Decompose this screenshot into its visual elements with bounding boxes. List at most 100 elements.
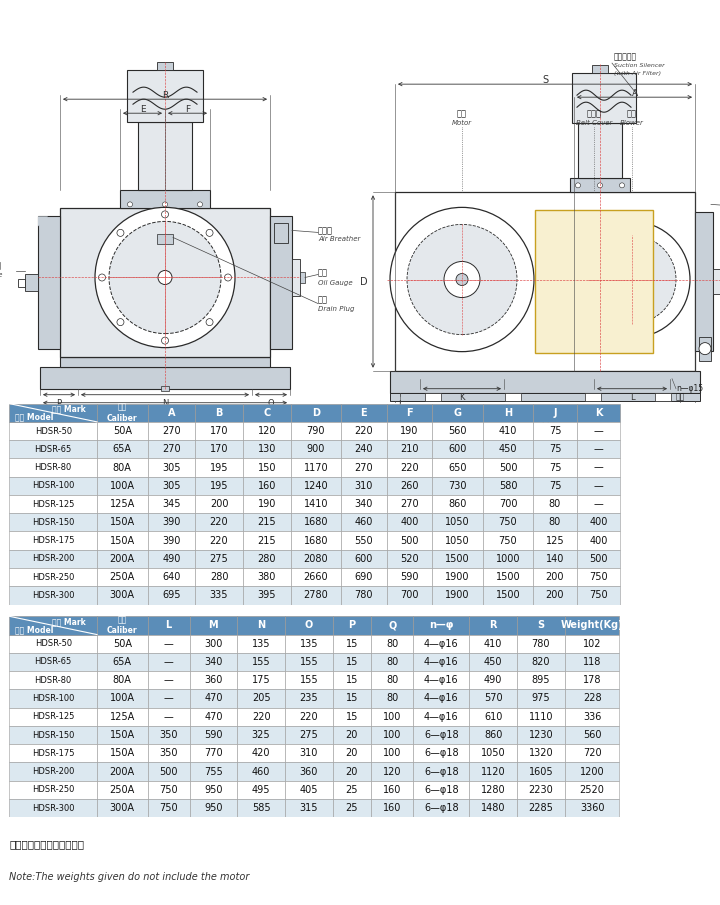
Bar [577, 459, 620, 477]
Text: 178: 178 [583, 675, 601, 685]
Bar [9, 404, 97, 422]
Text: 1680: 1680 [304, 536, 328, 546]
Bar [300, 272, 305, 282]
Bar [505, 393, 521, 401]
Text: G: G [454, 408, 462, 418]
Text: HDSR-300: HDSR-300 [32, 591, 74, 600]
Bar [148, 634, 189, 653]
Bar [395, 193, 695, 371]
Bar [291, 513, 341, 531]
Bar [97, 404, 148, 422]
Bar [577, 422, 620, 440]
Bar [564, 781, 619, 799]
Text: 6—φ18: 6—φ18 [424, 748, 459, 758]
Text: 600: 600 [355, 554, 373, 564]
Bar [372, 762, 413, 781]
Bar [285, 744, 333, 762]
Text: 400: 400 [400, 518, 418, 528]
Text: 80: 80 [386, 639, 398, 649]
Text: HDSR-200: HDSR-200 [32, 555, 74, 564]
Text: 270: 270 [162, 444, 181, 454]
Bar [148, 690, 189, 708]
Text: 210: 210 [400, 444, 419, 454]
Text: A: A [168, 408, 175, 418]
Text: 750: 750 [589, 590, 608, 600]
Text: 950: 950 [204, 803, 222, 813]
Bar [285, 672, 333, 690]
Circle shape [407, 224, 517, 335]
Bar [517, 690, 564, 708]
Bar [534, 513, 577, 531]
Text: 190: 190 [258, 499, 276, 510]
Text: 丝堵: 丝堵 [318, 295, 328, 304]
Bar [564, 616, 619, 634]
Bar [285, 726, 333, 744]
Text: 770: 770 [204, 748, 222, 758]
Text: 1230: 1230 [528, 730, 553, 740]
Text: 油标: 油标 [318, 268, 328, 277]
Bar [372, 672, 413, 690]
Circle shape [390, 207, 534, 352]
Bar [372, 634, 413, 653]
Text: 500: 500 [589, 554, 608, 564]
Bar [572, 73, 636, 123]
Bar [97, 513, 148, 531]
Text: R: R [490, 621, 497, 631]
Bar [238, 616, 285, 634]
Bar [243, 549, 291, 568]
Text: 15: 15 [346, 639, 358, 649]
Bar [291, 440, 341, 459]
Text: 65A: 65A [113, 444, 132, 454]
Bar [97, 477, 148, 495]
Bar [9, 586, 97, 605]
Text: 730: 730 [449, 481, 467, 491]
Text: Drain Plug: Drain Plug [318, 306, 354, 311]
Bar [577, 549, 620, 568]
Bar [387, 586, 432, 605]
Text: 585: 585 [252, 803, 271, 813]
Text: D: D [312, 408, 320, 418]
Bar [157, 62, 173, 70]
Bar [341, 459, 387, 477]
Text: S: S [542, 75, 548, 85]
Text: J: J [553, 408, 557, 418]
Bar [564, 653, 619, 672]
Circle shape [163, 202, 168, 207]
Text: 610: 610 [484, 711, 503, 722]
Text: 220: 220 [210, 536, 228, 546]
Bar [238, 781, 285, 799]
Bar [390, 371, 700, 393]
Bar [517, 708, 564, 726]
Bar [238, 690, 285, 708]
Text: 15: 15 [346, 675, 358, 685]
Text: 560: 560 [449, 426, 467, 436]
Text: 820: 820 [531, 657, 550, 667]
Text: 580: 580 [499, 481, 517, 491]
Text: 100A: 100A [109, 481, 135, 491]
Text: (with Air Filter): (with Air Filter) [614, 71, 661, 76]
Bar [148, 422, 195, 440]
Bar [469, 799, 517, 817]
Bar [18, 279, 25, 287]
Bar [243, 459, 291, 477]
Text: E: E [361, 408, 367, 418]
Bar [148, 799, 189, 817]
Bar [189, 653, 238, 672]
Bar [9, 762, 97, 781]
Text: HDSR-50: HDSR-50 [35, 426, 72, 435]
Bar [372, 708, 413, 726]
Bar [564, 708, 619, 726]
Bar [97, 634, 148, 653]
Bar [333, 708, 372, 726]
Bar [387, 440, 432, 459]
Text: 500: 500 [499, 462, 517, 472]
Bar [238, 762, 285, 781]
Bar [333, 634, 372, 653]
Text: 640: 640 [162, 572, 181, 582]
Text: 470: 470 [204, 711, 222, 722]
Bar [534, 459, 577, 477]
Bar [655, 393, 671, 401]
Bar [469, 672, 517, 690]
Bar [432, 586, 482, 605]
Text: 20: 20 [346, 767, 358, 776]
